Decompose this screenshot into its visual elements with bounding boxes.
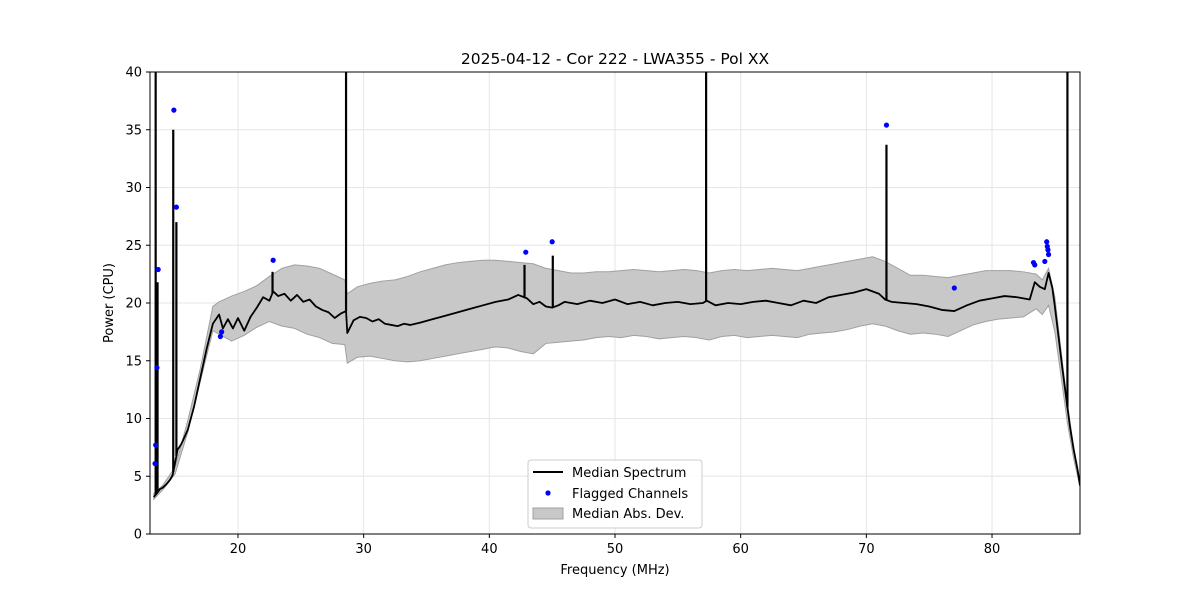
- legend-median-label: Median Spectrum: [572, 466, 686, 481]
- x-tick-label: 30: [355, 542, 372, 557]
- x-tick-label: 60: [732, 542, 749, 557]
- median-spectrum-line: [153, 272, 1080, 498]
- flagged-channel-point: [1045, 247, 1051, 253]
- legend: Median Spectrum Flagged Channels Median …: [527, 459, 703, 529]
- flagged-channel-point: [1032, 262, 1038, 268]
- legend-box: [527, 459, 703, 529]
- y-tick-label: 25: [125, 239, 142, 254]
- flagged-channel-point: [883, 122, 890, 128]
- series-group: [152, 72, 1080, 501]
- legend-flagged-swatch: [545, 490, 551, 496]
- flagged-channel-point: [154, 365, 160, 371]
- mad-band: [153, 256, 1080, 501]
- x-tick-label: 70: [858, 542, 875, 557]
- chart-title: 2025-04-12 - Cor 222 - LWA355 - Pol XX: [461, 50, 770, 68]
- x-tick-label: 40: [481, 542, 498, 557]
- flagged-channel-point: [270, 257, 276, 263]
- flagged-channel-point: [523, 249, 529, 255]
- legend-flagged-label: Flagged Channels: [572, 487, 688, 502]
- legend-mad-label: Median Abs. Dev.: [572, 507, 684, 522]
- x-tick-label: 20: [230, 542, 247, 557]
- flagged-channel-point: [951, 285, 957, 291]
- flagged-channel-point: [152, 460, 158, 467]
- x-tick-label: 50: [607, 542, 624, 557]
- flagged-channel-point: [153, 442, 159, 448]
- y-tick-label: 30: [125, 181, 142, 196]
- y-tick-label: 40: [125, 66, 142, 81]
- y-axis-label: Power (CPU): [102, 263, 117, 343]
- x-tick-label: 80: [984, 542, 1001, 557]
- x-axis: 20 30 40 50 60 70 80: [230, 534, 1001, 557]
- flagged-channel-point: [217, 333, 223, 340]
- plot-area: [152, 72, 1080, 501]
- x-axis-label: Frequency (MHz): [560, 563, 669, 578]
- y-tick-label: 10: [125, 412, 142, 427]
- flagged-channel-point: [219, 329, 225, 335]
- y-tick-label: 20: [125, 297, 142, 312]
- flagged-channel-point: [549, 239, 555, 245]
- flagged-channel-point: [1044, 239, 1050, 245]
- y-axis: 0 5 10 15 20 25 30 35 40: [125, 66, 150, 543]
- flagged-channel-point: [155, 266, 161, 273]
- y-tick-label: 35: [125, 123, 142, 138]
- legend-mad-swatch: [532, 507, 564, 520]
- flagged-channel-point: [1042, 258, 1048, 265]
- y-tick-label: 5: [134, 470, 142, 485]
- y-tick-label: 0: [134, 528, 142, 543]
- flagged-channel-point: [173, 204, 179, 210]
- flagged-channel-point: [171, 107, 177, 113]
- flagged-channel-point: [1045, 251, 1052, 258]
- y-tick-label: 15: [125, 354, 142, 369]
